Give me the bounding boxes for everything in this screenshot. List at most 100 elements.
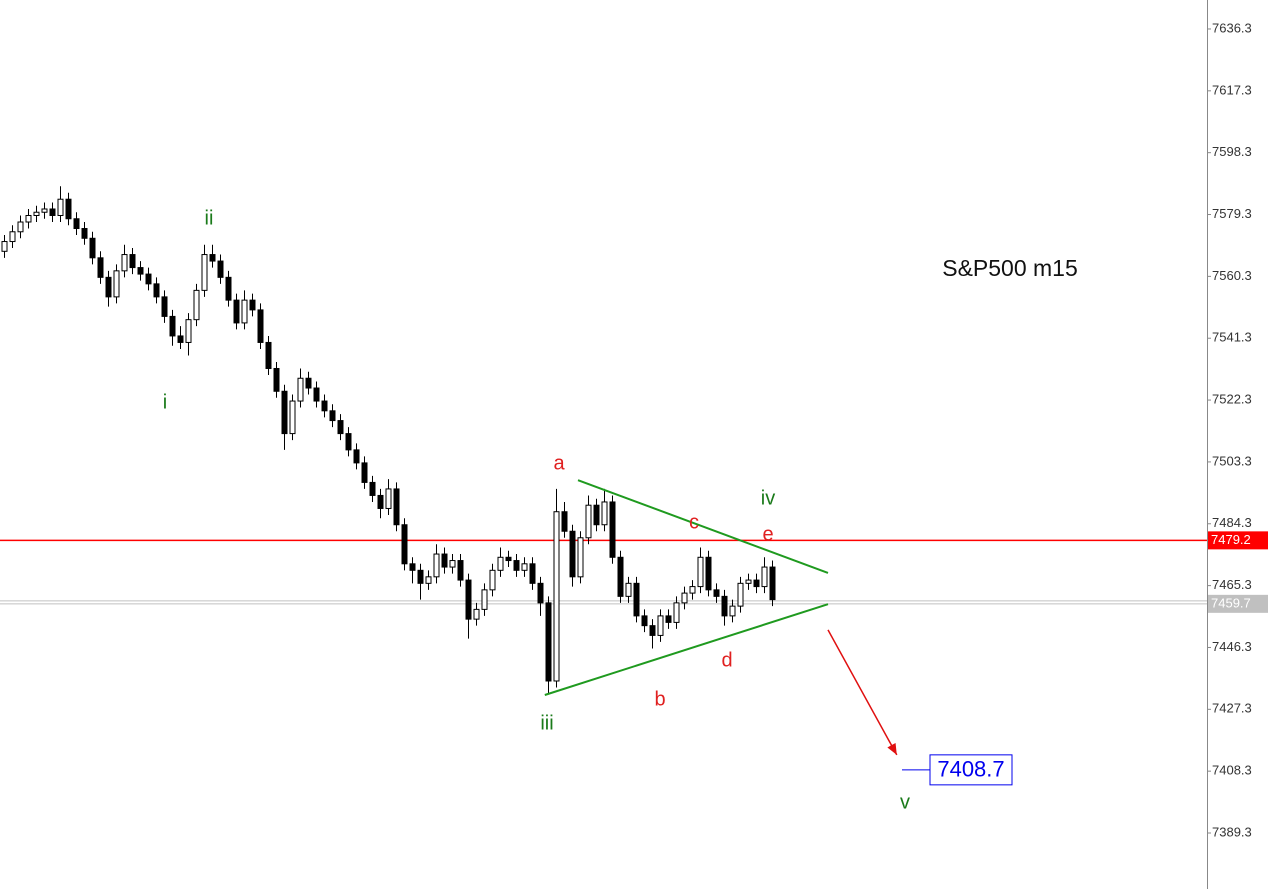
price-label: 7459.7 bbox=[1211, 595, 1251, 610]
candle-body bbox=[769, 566, 776, 601]
candle-body bbox=[257, 309, 264, 343]
y-tick-label: 7617.3 bbox=[1212, 82, 1252, 97]
candle-body bbox=[745, 579, 752, 584]
wave-label: ii bbox=[205, 207, 214, 229]
arrow-head bbox=[887, 742, 897, 755]
candle-body bbox=[113, 270, 120, 298]
y-tick-label: 7446.3 bbox=[1212, 639, 1252, 654]
y-tick-label: 7541.3 bbox=[1212, 330, 1252, 345]
candle-body bbox=[241, 299, 248, 324]
candle-body bbox=[505, 556, 512, 562]
candle-body bbox=[329, 410, 336, 422]
candle-body bbox=[569, 530, 576, 578]
candle-body bbox=[561, 511, 568, 532]
candle-body bbox=[481, 589, 488, 610]
candle-body bbox=[617, 556, 624, 597]
wave-label: e bbox=[762, 523, 773, 545]
candle-body bbox=[49, 208, 56, 216]
candle-body bbox=[369, 481, 376, 496]
candle-body bbox=[57, 198, 64, 216]
candle-body bbox=[177, 335, 184, 343]
candle-body bbox=[545, 602, 552, 682]
candle-body bbox=[713, 589, 720, 597]
y-tick-label: 7408.3 bbox=[1212, 763, 1252, 778]
chart-title: S&P500 m15 bbox=[942, 255, 1078, 281]
candle-body bbox=[697, 556, 704, 588]
candle-body bbox=[297, 377, 304, 402]
candle-body bbox=[473, 608, 480, 620]
candle-body bbox=[193, 289, 200, 321]
candle-body bbox=[753, 579, 760, 588]
candle-body bbox=[401, 524, 408, 565]
candle-body bbox=[585, 504, 592, 539]
price-label-box bbox=[1208, 594, 1268, 613]
candle-body bbox=[529, 563, 536, 584]
candle-body bbox=[513, 560, 520, 571]
y-tick-label: 7636.3 bbox=[1212, 20, 1252, 35]
candle-body bbox=[449, 560, 456, 568]
candle-body bbox=[609, 501, 616, 558]
candle-body bbox=[689, 586, 696, 594]
candle-body bbox=[33, 211, 40, 216]
y-tick-label: 7427.3 bbox=[1212, 701, 1252, 716]
candle-body bbox=[25, 214, 32, 223]
candle-body bbox=[345, 433, 352, 451]
candle-body bbox=[305, 377, 312, 389]
candle-body bbox=[65, 198, 72, 220]
candle-body bbox=[441, 553, 448, 568]
candle-body bbox=[641, 615, 648, 627]
candle-body bbox=[17, 221, 24, 233]
candle-body bbox=[361, 462, 368, 483]
candle-body bbox=[657, 615, 664, 636]
target-label: 7408.7 bbox=[937, 757, 1004, 782]
candle-body bbox=[537, 582, 544, 604]
candle-body bbox=[265, 341, 272, 369]
wave-label: iii bbox=[540, 712, 553, 734]
candle-body bbox=[321, 400, 328, 412]
y-tick-label: 7598.3 bbox=[1212, 144, 1252, 159]
y-tick-label: 7560.3 bbox=[1212, 268, 1252, 283]
candle-body bbox=[761, 566, 768, 588]
wave-label: c bbox=[689, 511, 699, 533]
candle-body bbox=[209, 254, 216, 262]
candle-body bbox=[145, 273, 152, 285]
price-label-box bbox=[1208, 531, 1268, 550]
y-tick-label: 7503.3 bbox=[1212, 453, 1252, 468]
target-box bbox=[929, 754, 1013, 786]
candle-body bbox=[281, 390, 288, 435]
candle-body bbox=[681, 592, 688, 604]
candle-body bbox=[337, 420, 344, 435]
candle-body bbox=[417, 569, 424, 584]
candle-body bbox=[385, 488, 392, 509]
candle-body bbox=[737, 582, 744, 607]
candle-body bbox=[353, 449, 360, 464]
y-tick-label: 7389.3 bbox=[1212, 824, 1252, 839]
candle-body bbox=[169, 315, 176, 337]
wave-label: i bbox=[163, 391, 167, 413]
candle-body bbox=[9, 231, 16, 243]
wave-label: a bbox=[553, 452, 565, 474]
candle-body bbox=[225, 276, 232, 301]
candle-body bbox=[273, 367, 280, 392]
candle-body bbox=[121, 254, 128, 272]
candle-body bbox=[313, 387, 320, 402]
candle-body bbox=[409, 563, 416, 571]
candle-body bbox=[289, 400, 296, 435]
y-tick-label: 7522.3 bbox=[1212, 392, 1252, 407]
candle-body bbox=[105, 276, 112, 298]
wave-label: v bbox=[900, 791, 910, 813]
candle-body bbox=[81, 228, 88, 239]
y-tick-label: 7465.3 bbox=[1212, 577, 1252, 592]
candle-body bbox=[233, 299, 240, 324]
candle-body bbox=[393, 488, 400, 526]
candle-body bbox=[433, 553, 440, 578]
candle-body bbox=[665, 615, 672, 623]
candle-body bbox=[185, 319, 192, 343]
price-label: 7479.2 bbox=[1211, 532, 1251, 547]
candle-body bbox=[457, 560, 464, 581]
candle-body bbox=[489, 569, 496, 591]
candle-body bbox=[649, 625, 656, 636]
